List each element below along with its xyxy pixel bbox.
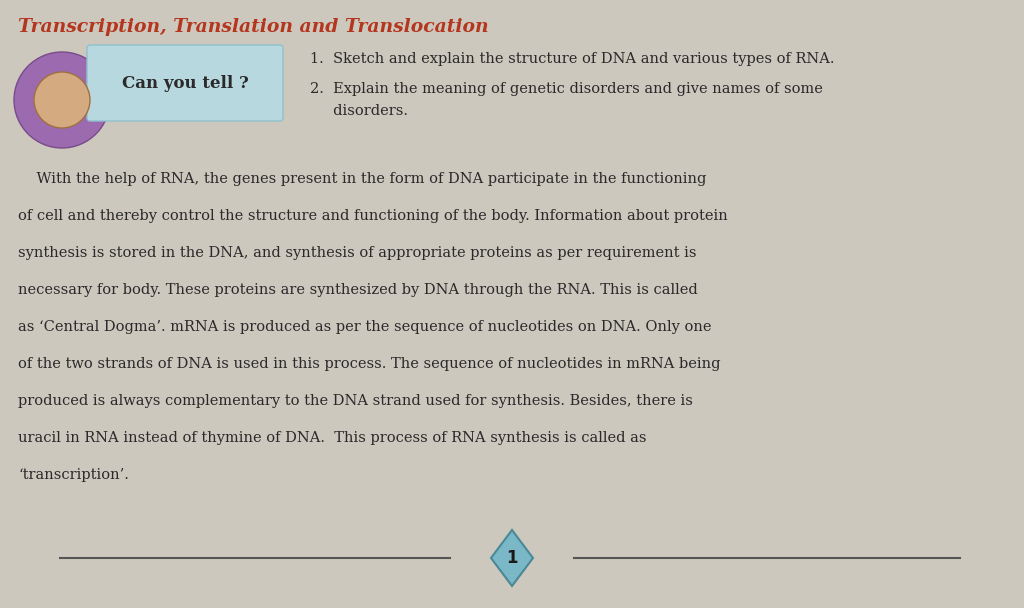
- Circle shape: [34, 72, 90, 128]
- Text: Transcription, Translation and Translocation: Transcription, Translation and Transloca…: [18, 18, 488, 36]
- FancyBboxPatch shape: [87, 45, 283, 121]
- Text: 2.  Explain the meaning of genetic disorders and give names of some: 2. Explain the meaning of genetic disord…: [310, 82, 823, 96]
- Text: ‘transcription’.: ‘transcription’.: [18, 468, 129, 482]
- Text: 1: 1: [506, 549, 518, 567]
- Text: necessary for body. These proteins are synthesized by DNA through the RNA. This : necessary for body. These proteins are s…: [18, 283, 697, 297]
- Text: disorders.: disorders.: [310, 104, 408, 118]
- Text: of the two strands of DNA is used in this process. The sequence of nucleotides i: of the two strands of DNA is used in thi…: [18, 357, 721, 371]
- Text: synthesis is stored in the DNA, and synthesis of appropriate proteins as per req: synthesis is stored in the DNA, and synt…: [18, 246, 696, 260]
- Text: 1.  Sketch and explain the structure of DNA and various types of RNA.: 1. Sketch and explain the structure of D…: [310, 52, 835, 66]
- Circle shape: [14, 52, 110, 148]
- Text: as ‘Central Dogma’. mRNA is produced as per the sequence of nucleotides on DNA. : as ‘Central Dogma’. mRNA is produced as …: [18, 320, 712, 334]
- Text: With the help of RNA, the genes present in the form of DNA participate in the fu: With the help of RNA, the genes present …: [18, 172, 707, 186]
- Polygon shape: [490, 530, 534, 586]
- Text: produced is always complementary to the DNA strand used for synthesis. Besides, : produced is always complementary to the …: [18, 394, 693, 408]
- Text: of cell and thereby control the structure and functioning of the body. Informati: of cell and thereby control the structur…: [18, 209, 728, 223]
- Text: uracil in RNA instead of thymine of DNA.  This process of RNA synthesis is calle: uracil in RNA instead of thymine of DNA.…: [18, 431, 646, 445]
- Text: Can you tell ?: Can you tell ?: [122, 75, 249, 91]
